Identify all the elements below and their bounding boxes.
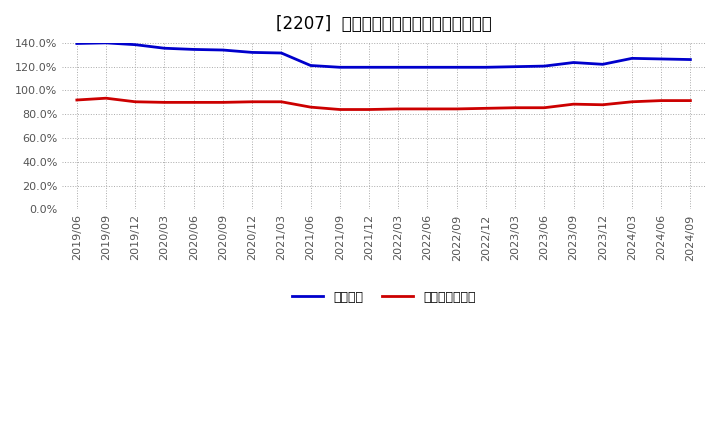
固定長期適合率 (570, 102, 578, 107)
固定長期適合率 (277, 99, 286, 104)
固定比率 (336, 65, 344, 70)
固定長期適合率 (160, 100, 168, 105)
固定長期適合率 (365, 107, 374, 112)
Title: [2207]  固定比率、固定長期適合率の推移: [2207] 固定比率、固定長期適合率の推移 (276, 15, 492, 33)
固定比率 (277, 50, 286, 55)
固定長期適合率 (540, 105, 549, 110)
固定比率 (540, 63, 549, 69)
固定長期適合率 (423, 106, 432, 112)
固定比率 (102, 40, 110, 45)
固定長期適合率 (598, 102, 607, 107)
固定長期適合率 (248, 99, 256, 104)
固定比率 (248, 50, 256, 55)
固定長期適合率 (336, 107, 344, 112)
固定比率 (423, 65, 432, 70)
固定比率 (219, 48, 228, 53)
固定比率 (365, 65, 374, 70)
固定比率 (452, 65, 461, 70)
Line: 固定長期適合率: 固定長期適合率 (77, 98, 690, 110)
固定長期適合率 (306, 104, 315, 110)
Line: 固定比率: 固定比率 (77, 43, 690, 67)
固定長期適合率 (102, 95, 110, 101)
固定比率 (394, 65, 402, 70)
固定比率 (570, 60, 578, 65)
固定比率 (598, 62, 607, 67)
固定長期適合率 (219, 100, 228, 105)
固定長期適合率 (482, 106, 490, 111)
固定比率 (160, 46, 168, 51)
固定比率 (306, 63, 315, 68)
固定長期適合率 (189, 100, 198, 105)
固定長期適合率 (73, 97, 81, 103)
Legend: 固定比率, 固定長期適合率: 固定比率, 固定長期適合率 (287, 286, 480, 309)
固定比率 (73, 41, 81, 46)
固定比率 (131, 42, 140, 48)
固定長期適合率 (452, 106, 461, 112)
固定比率 (686, 57, 695, 62)
固定比率 (482, 65, 490, 70)
固定長期適合率 (686, 98, 695, 103)
固定長期適合率 (510, 105, 519, 110)
固定比率 (510, 64, 519, 70)
固定比率 (189, 47, 198, 52)
固定長期適合率 (657, 98, 665, 103)
固定比率 (657, 56, 665, 62)
固定長期適合率 (628, 99, 636, 104)
固定長期適合率 (131, 99, 140, 104)
固定比率 (628, 56, 636, 61)
固定長期適合率 (394, 106, 402, 112)
